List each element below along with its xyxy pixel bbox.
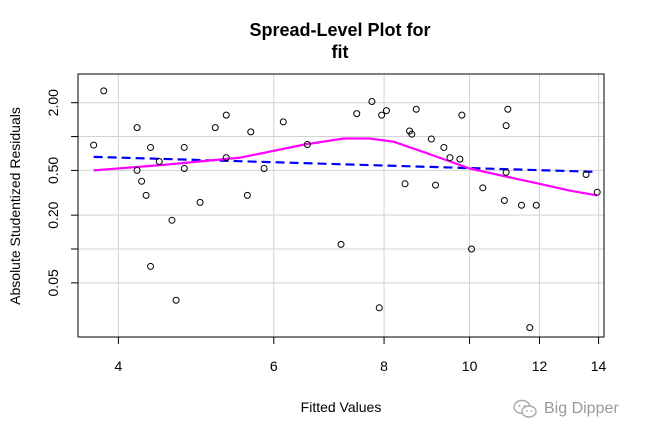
data-point-31 <box>412 105 420 113</box>
data-point-9 <box>168 216 176 224</box>
data-point-28 <box>401 180 409 188</box>
data-point-7 <box>147 262 155 270</box>
watermark: Big Dipper <box>512 397 619 421</box>
y-tick-label-2: 0.50 <box>45 157 61 184</box>
data-point-0 <box>90 141 98 149</box>
grid-lines <box>78 74 604 337</box>
wechat-logo-icon <box>513 399 537 418</box>
data-point-38 <box>468 245 476 253</box>
data-point-15 <box>222 111 230 119</box>
x-tick-label-5: 14 <box>591 358 607 374</box>
data-point-40 <box>500 196 508 204</box>
smooth-line <box>93 137 598 197</box>
data-point-1 <box>100 87 108 95</box>
y-tick-label-1: 0.20 <box>45 201 61 228</box>
data-point-37 <box>458 111 466 119</box>
data-point-23 <box>353 110 361 118</box>
trend-lines <box>93 137 598 197</box>
data-point-30 <box>408 130 416 138</box>
data-point-25 <box>375 304 383 312</box>
data-point-4 <box>138 177 146 185</box>
data-point-18 <box>247 128 255 136</box>
data-point-8 <box>155 158 163 166</box>
y-axis-label: Absolute Studentized Residuals <box>7 107 23 305</box>
data-point-5 <box>142 191 150 199</box>
x-tick-label-3: 10 <box>462 358 478 374</box>
data-point-27 <box>382 107 390 115</box>
x-axis: 4 6 8 10 12 14 <box>114 336 607 374</box>
data-point-6 <box>147 143 155 151</box>
data-point-34 <box>440 143 448 151</box>
data-point-26 <box>378 111 386 119</box>
data-point-2 <box>133 124 141 132</box>
data-point-11 <box>180 164 188 172</box>
data-point-41 <box>502 122 510 130</box>
x-tick-label-4: 12 <box>532 358 548 374</box>
data-point-44 <box>517 201 525 209</box>
data-point-42 <box>502 168 510 176</box>
data-point-12 <box>180 143 188 151</box>
data-point-32 <box>427 135 435 143</box>
data-point-22 <box>337 240 345 248</box>
x-axis-label: Fitted Values <box>301 399 382 415</box>
data-point-24 <box>368 97 376 105</box>
watermark-text: Big Dipper <box>544 400 619 417</box>
data-point-20 <box>279 118 287 126</box>
data-point-45 <box>526 324 534 332</box>
data-point-10 <box>172 296 180 304</box>
x-tick-label-1: 6 <box>270 358 278 374</box>
x-tick-label-2: 8 <box>380 358 388 374</box>
data-point-48 <box>593 188 601 196</box>
plot-frame <box>77 73 605 338</box>
data-point-19 <box>260 164 268 172</box>
data-point-3 <box>133 166 141 174</box>
data-point-16 <box>222 154 230 162</box>
data-point-47 <box>582 170 590 178</box>
data-point-36 <box>456 155 464 163</box>
y-tick-label-3: 2.00 <box>45 89 61 116</box>
data-point-21 <box>303 140 311 148</box>
data-point-14 <box>211 124 219 132</box>
chart-title-line-2: fit <box>332 42 349 62</box>
chart-title-line-1: Spread-Level Plot for <box>249 20 430 40</box>
data-point-39 <box>479 184 487 192</box>
x-tick-label-0: 4 <box>114 358 122 374</box>
data-point-35 <box>446 154 454 162</box>
data-points <box>90 87 601 332</box>
data-point-43 <box>504 105 512 113</box>
data-point-13 <box>196 198 204 206</box>
y-axis: 0.05 0.20 0.50 2.00 <box>45 89 79 296</box>
data-point-46 <box>532 201 540 209</box>
y-tick-label-0: 0.05 <box>45 269 61 296</box>
data-point-17 <box>243 191 251 199</box>
data-point-33 <box>432 181 440 189</box>
